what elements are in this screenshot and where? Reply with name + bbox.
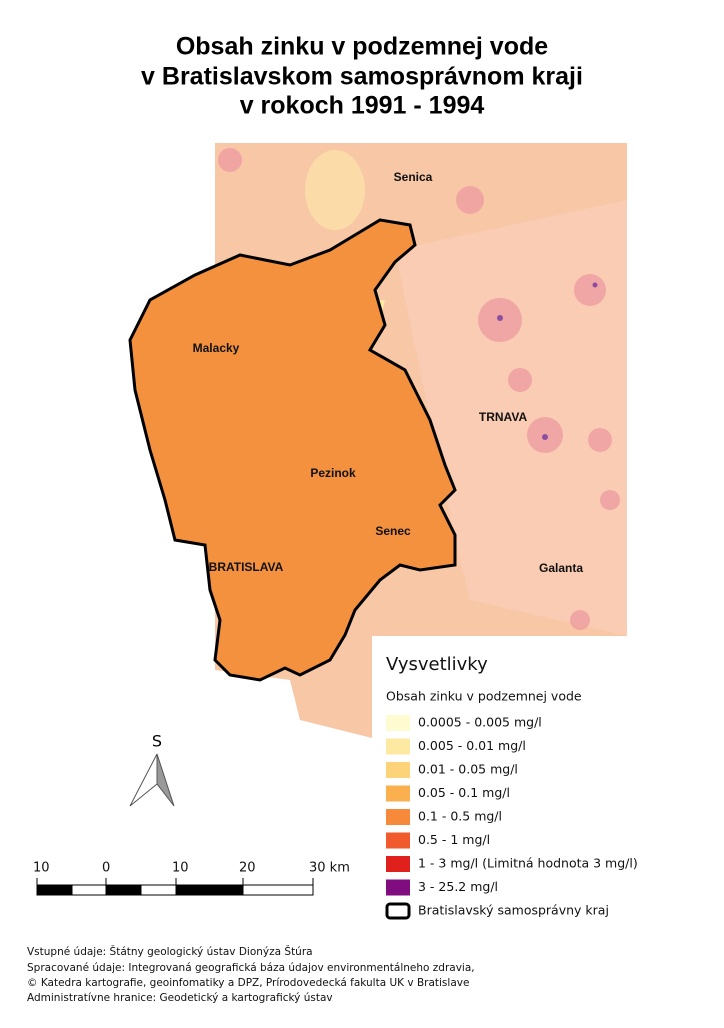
- scale-segment: [140, 884, 177, 896]
- legend-label: 3 - 25.2 mg/l: [418, 879, 498, 894]
- legend-swatch: [386, 785, 410, 802]
- scale-segment: [71, 884, 107, 896]
- legend-label: 0.05 - 0.1 mg/l: [418, 785, 510, 800]
- place-label: Senica: [394, 170, 433, 184]
- footer-line: Administratívne hranice: Geodetický a ka…: [27, 992, 333, 1004]
- title-line: v rokoch 1991 - 1994: [240, 92, 485, 120]
- legend-swatch: [385, 902, 411, 920]
- legend-label: 0.5 - 1 mg/l: [418, 832, 490, 847]
- north-arrow: S: [129, 732, 175, 807]
- scale-label: 10: [33, 861, 50, 876]
- legend-swatch: [386, 809, 410, 825]
- footer-line: Vstupné údaje: Štátny geologický ústav D…: [27, 945, 313, 958]
- legend-label: 0.0005 - 0.005 mg/l: [418, 715, 542, 730]
- place-label: Galanta: [539, 561, 583, 575]
- legend-label: 1 - 3 mg/l (Limitná hodnota 3 mg/l): [418, 856, 638, 871]
- place-label: Malacky: [193, 341, 240, 355]
- legend-label: Bratislavský samosprávny kraj: [418, 903, 609, 918]
- footer: Vstupné údaje: Štátny geologický ústav D…: [27, 945, 475, 1004]
- scale-bar: 10 0 10 20 30 km: [33, 861, 350, 896]
- legend-subtitle: Obsah zinku v podzemnej vode: [386, 689, 582, 704]
- footer-line: © Katedra kartografie, geoinfomatiky a D…: [27, 977, 469, 989]
- legend-label: 0.1 - 0.5 mg/l: [418, 809, 502, 824]
- legend-swatch: [386, 762, 410, 778]
- title-line: Obsah zinku v podzemnej vode: [176, 33, 548, 61]
- north-label: S: [152, 732, 162, 751]
- legend-swatch: [386, 879, 410, 896]
- place-label: Senec: [375, 524, 411, 538]
- place-label: BRATISLAVA: [209, 560, 284, 574]
- legend-label: 0.005 - 0.01 mg/l: [418, 738, 526, 753]
- scale-segment: [242, 884, 314, 896]
- legend-swatch: [386, 715, 410, 731]
- place-label: Pezinok: [310, 466, 356, 480]
- legend-swatch: [386, 856, 410, 872]
- scale-label: 20: [239, 861, 256, 876]
- legend: Vysvetlivky Obsah zinku v podzemnej vode…: [372, 636, 640, 942]
- legend-swatch: [386, 832, 410, 849]
- region: [128, 218, 457, 682]
- legend-swatch: [386, 738, 410, 755]
- legend-label: 0.01 - 0.05 mg/l: [418, 762, 518, 777]
- title-line: v Bratislavskom samosprávnom kraji: [141, 63, 583, 91]
- scale-segment: [175, 884, 244, 896]
- place-label: TRNAVA: [479, 410, 528, 424]
- legend-box: [372, 636, 640, 942]
- scale-segment: [36, 884, 73, 896]
- scale-label: 10: [172, 861, 189, 876]
- scale-label: 30 km: [309, 861, 350, 876]
- footer-line: Spracované údaje: Integrovaná geografick…: [27, 962, 475, 974]
- scale-segment: [105, 884, 142, 896]
- place-labels: Senica Malacky TRNAVA Pezinok Senec BRAT…: [193, 170, 584, 575]
- scale-label: 0: [102, 861, 110, 876]
- legend-title: Vysvetlivky: [386, 654, 488, 675]
